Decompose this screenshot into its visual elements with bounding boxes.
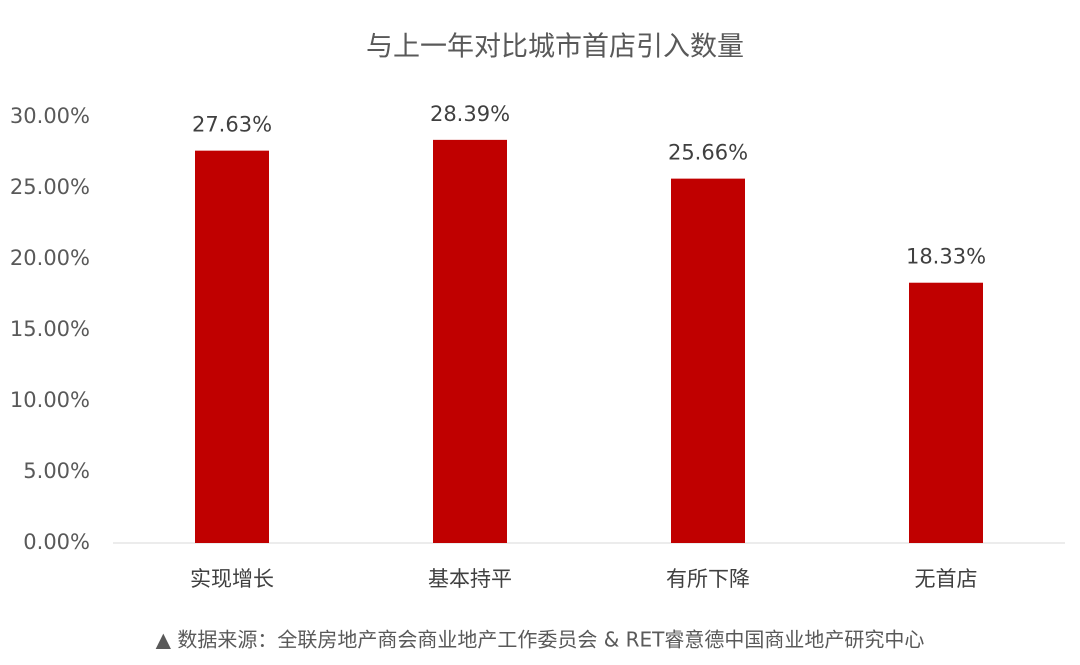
value-label: 27.63% [192,113,272,137]
bar [909,282,983,543]
x-tick-label: 无首店 [915,567,978,591]
x-tick-label: 有所下降 [666,567,750,591]
y-tick-label: 15.00% [10,317,90,341]
x-tick-label: 基本持平 [428,567,512,591]
chart-title: 与上一年对比城市首店引入数量 [366,32,744,63]
y-tick-label: 25.00% [10,175,90,199]
y-tick-label: 20.00% [10,246,90,270]
y-tick-label: 10.00% [10,388,90,412]
value-label: 28.39% [430,102,510,126]
bar [195,150,269,544]
y-tick-label: 0.00% [23,530,90,554]
value-label: 25.66% [668,141,748,165]
source-note: ▲ 数据来源：全联房地产商会商业地产工作委员会 & RET睿意德中国商业地产研究… [156,628,925,652]
y-tick-label: 30.00% [10,104,90,128]
bar [433,139,507,543]
bar [671,178,745,544]
y-tick-label: 5.00% [23,459,90,483]
value-label: 18.33% [906,245,986,269]
x-tick-label: 实现增长 [190,567,274,591]
